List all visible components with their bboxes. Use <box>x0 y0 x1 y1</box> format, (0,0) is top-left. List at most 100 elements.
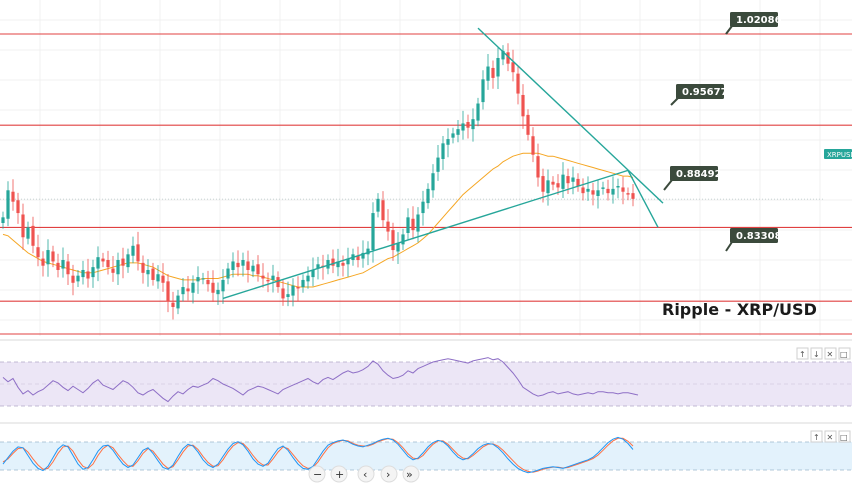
candle-body <box>326 260 330 269</box>
candle-body <box>311 269 315 278</box>
candle-body <box>626 193 630 195</box>
candle-body <box>606 188 610 194</box>
candle <box>141 255 145 284</box>
candle-body <box>96 257 100 269</box>
svg-text:↓: ↓ <box>813 350 820 359</box>
stoch-maximize-button[interactable]: □ <box>838 430 851 443</box>
candle <box>406 208 410 241</box>
stoch-close-button[interactable]: ✕ <box>824 430 837 443</box>
candle <box>196 266 200 294</box>
zoom-out-button[interactable]: − <box>308 465 326 483</box>
candle-body <box>441 143 445 160</box>
candle-body <box>286 294 290 298</box>
candle-body <box>576 178 580 187</box>
candle <box>11 179 15 211</box>
zoom-in-button[interactable]: + <box>330 465 348 483</box>
candle-body <box>431 173 435 191</box>
candle <box>311 257 315 287</box>
candle <box>251 260 255 278</box>
candle <box>146 259 150 287</box>
candle <box>516 66 520 105</box>
rsi-move-up-button[interactable]: ↑ <box>796 347 809 360</box>
candle-body <box>251 265 255 272</box>
level-tag-label: 1.02086 <box>736 15 782 26</box>
candle <box>16 192 20 224</box>
candle-body <box>166 281 170 302</box>
candle <box>411 206 415 240</box>
candle-body <box>206 279 210 285</box>
candle <box>426 183 430 209</box>
svg-text:↑: ↑ <box>799 350 806 359</box>
candle-body <box>216 289 220 295</box>
candle <box>71 264 75 296</box>
candle <box>286 281 290 307</box>
rsi-move-down-button[interactable]: ↓ <box>810 347 823 360</box>
scroll-right-button[interactable]: › <box>380 465 398 483</box>
candle <box>446 128 450 158</box>
candle <box>66 254 70 286</box>
candle <box>606 179 610 201</box>
candle-body <box>511 62 515 73</box>
candle-body <box>426 188 430 204</box>
candle <box>431 164 435 198</box>
candle <box>81 260 85 285</box>
stochastic-panel <box>0 436 852 474</box>
candle <box>96 246 100 282</box>
candle-body <box>631 193 635 199</box>
candle-body <box>621 187 625 192</box>
candle <box>436 145 440 181</box>
candle <box>26 221 30 245</box>
candle-body <box>451 133 455 138</box>
candle-body <box>581 187 585 194</box>
candle-body <box>46 250 50 265</box>
stoch-move-up-button[interactable]: ↑ <box>810 430 823 443</box>
candle-body <box>306 275 310 282</box>
candle <box>356 246 360 268</box>
candle-body <box>36 247 40 258</box>
go-to-latest-button[interactable]: » <box>402 465 420 483</box>
candle <box>21 203 25 250</box>
candle <box>41 251 45 277</box>
rsi-panel <box>0 357 852 407</box>
candle-body <box>601 187 605 189</box>
candle-body <box>191 282 195 293</box>
candle <box>181 277 185 302</box>
level-tag-pointer <box>725 25 733 35</box>
candle-body <box>571 177 575 182</box>
candle <box>346 247 350 277</box>
candle <box>226 262 230 285</box>
candle <box>306 266 310 289</box>
candle <box>456 120 460 143</box>
candle <box>571 166 575 195</box>
candle-body <box>41 258 45 266</box>
rising-support-line <box>222 169 629 300</box>
candle <box>386 209 390 241</box>
candle-body <box>226 268 230 279</box>
candle <box>176 289 180 315</box>
candle-body <box>536 156 540 178</box>
level-tag-label: 0.95677 <box>682 87 728 98</box>
candle-body <box>51 251 55 262</box>
stoch-panel-controls: ↑ ✕ □ <box>810 430 851 443</box>
candle <box>231 252 235 278</box>
candle <box>241 252 245 277</box>
candle-body <box>341 262 345 266</box>
candle <box>371 202 375 263</box>
candle-body <box>126 254 130 268</box>
candle-body <box>346 258 350 265</box>
candle-body <box>461 123 465 131</box>
candle <box>191 275 195 304</box>
scroll-left-button[interactable]: ‹ <box>357 465 375 483</box>
rsi-maximize-button[interactable]: □ <box>838 347 851 360</box>
rsi-close-button[interactable]: ✕ <box>824 347 837 360</box>
candle <box>1 211 5 229</box>
symbol-label: XRPUSD <box>827 151 852 159</box>
candle <box>256 255 260 282</box>
candle-body <box>136 244 140 262</box>
candle <box>551 176 555 191</box>
candle-body <box>161 275 165 283</box>
candle <box>261 263 265 288</box>
candle <box>171 291 175 320</box>
candle <box>341 255 345 277</box>
